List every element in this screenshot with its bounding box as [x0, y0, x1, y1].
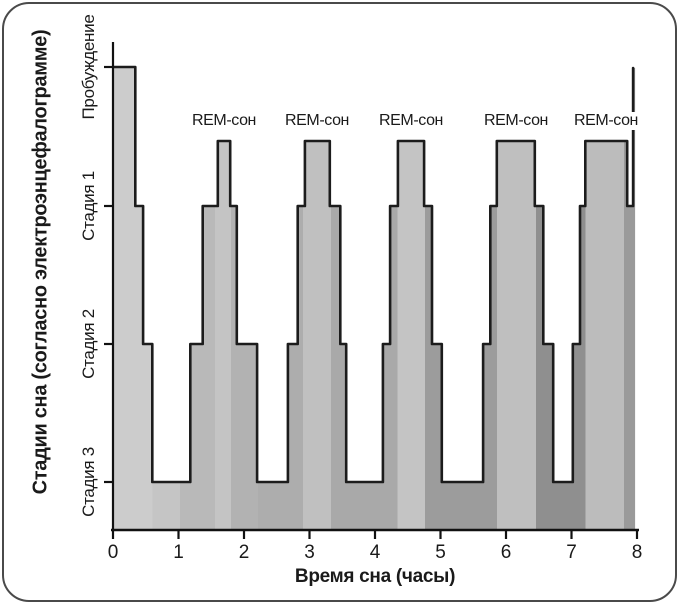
- y-tick-label-wake: Пробуждение: [79, 14, 98, 120]
- rem-annotation-3: REM-сон: [377, 112, 445, 130]
- x-tick-1: 1: [173, 542, 184, 563]
- x-tick-8: 8: [631, 542, 643, 563]
- sleep-stage-line: [111, 65, 635, 484]
- y-axis-title: Стадии сна (согласно электроэнцефалограм…: [29, 29, 52, 495]
- y-tick-label-stage2: Стадия 2: [79, 309, 98, 379]
- x-tick-5: 5: [435, 542, 446, 563]
- x-tick-7: 7: [566, 542, 577, 563]
- x-tick-3: 3: [304, 542, 315, 563]
- rem-annotation-5: REM-сон: [572, 112, 640, 130]
- x-tick-2: 2: [238, 542, 250, 563]
- x-tick-0: 0: [107, 542, 119, 563]
- rem-annotation-4: REM-сон: [482, 112, 550, 130]
- sleep-area-fill: [113, 67, 636, 530]
- rem-annotation-2: REM-сон: [283, 112, 351, 130]
- x-tick-6: 6: [500, 542, 512, 563]
- x-tick-4: 4: [369, 542, 381, 563]
- y-tick-label-stage3: Стадия 3: [79, 447, 98, 517]
- rem-annotation-1: REM-сон: [190, 112, 258, 130]
- x-axis-title: Время сна (часы): [294, 566, 456, 587]
- y-tick-label-stage1: Стадия 1: [79, 171, 98, 241]
